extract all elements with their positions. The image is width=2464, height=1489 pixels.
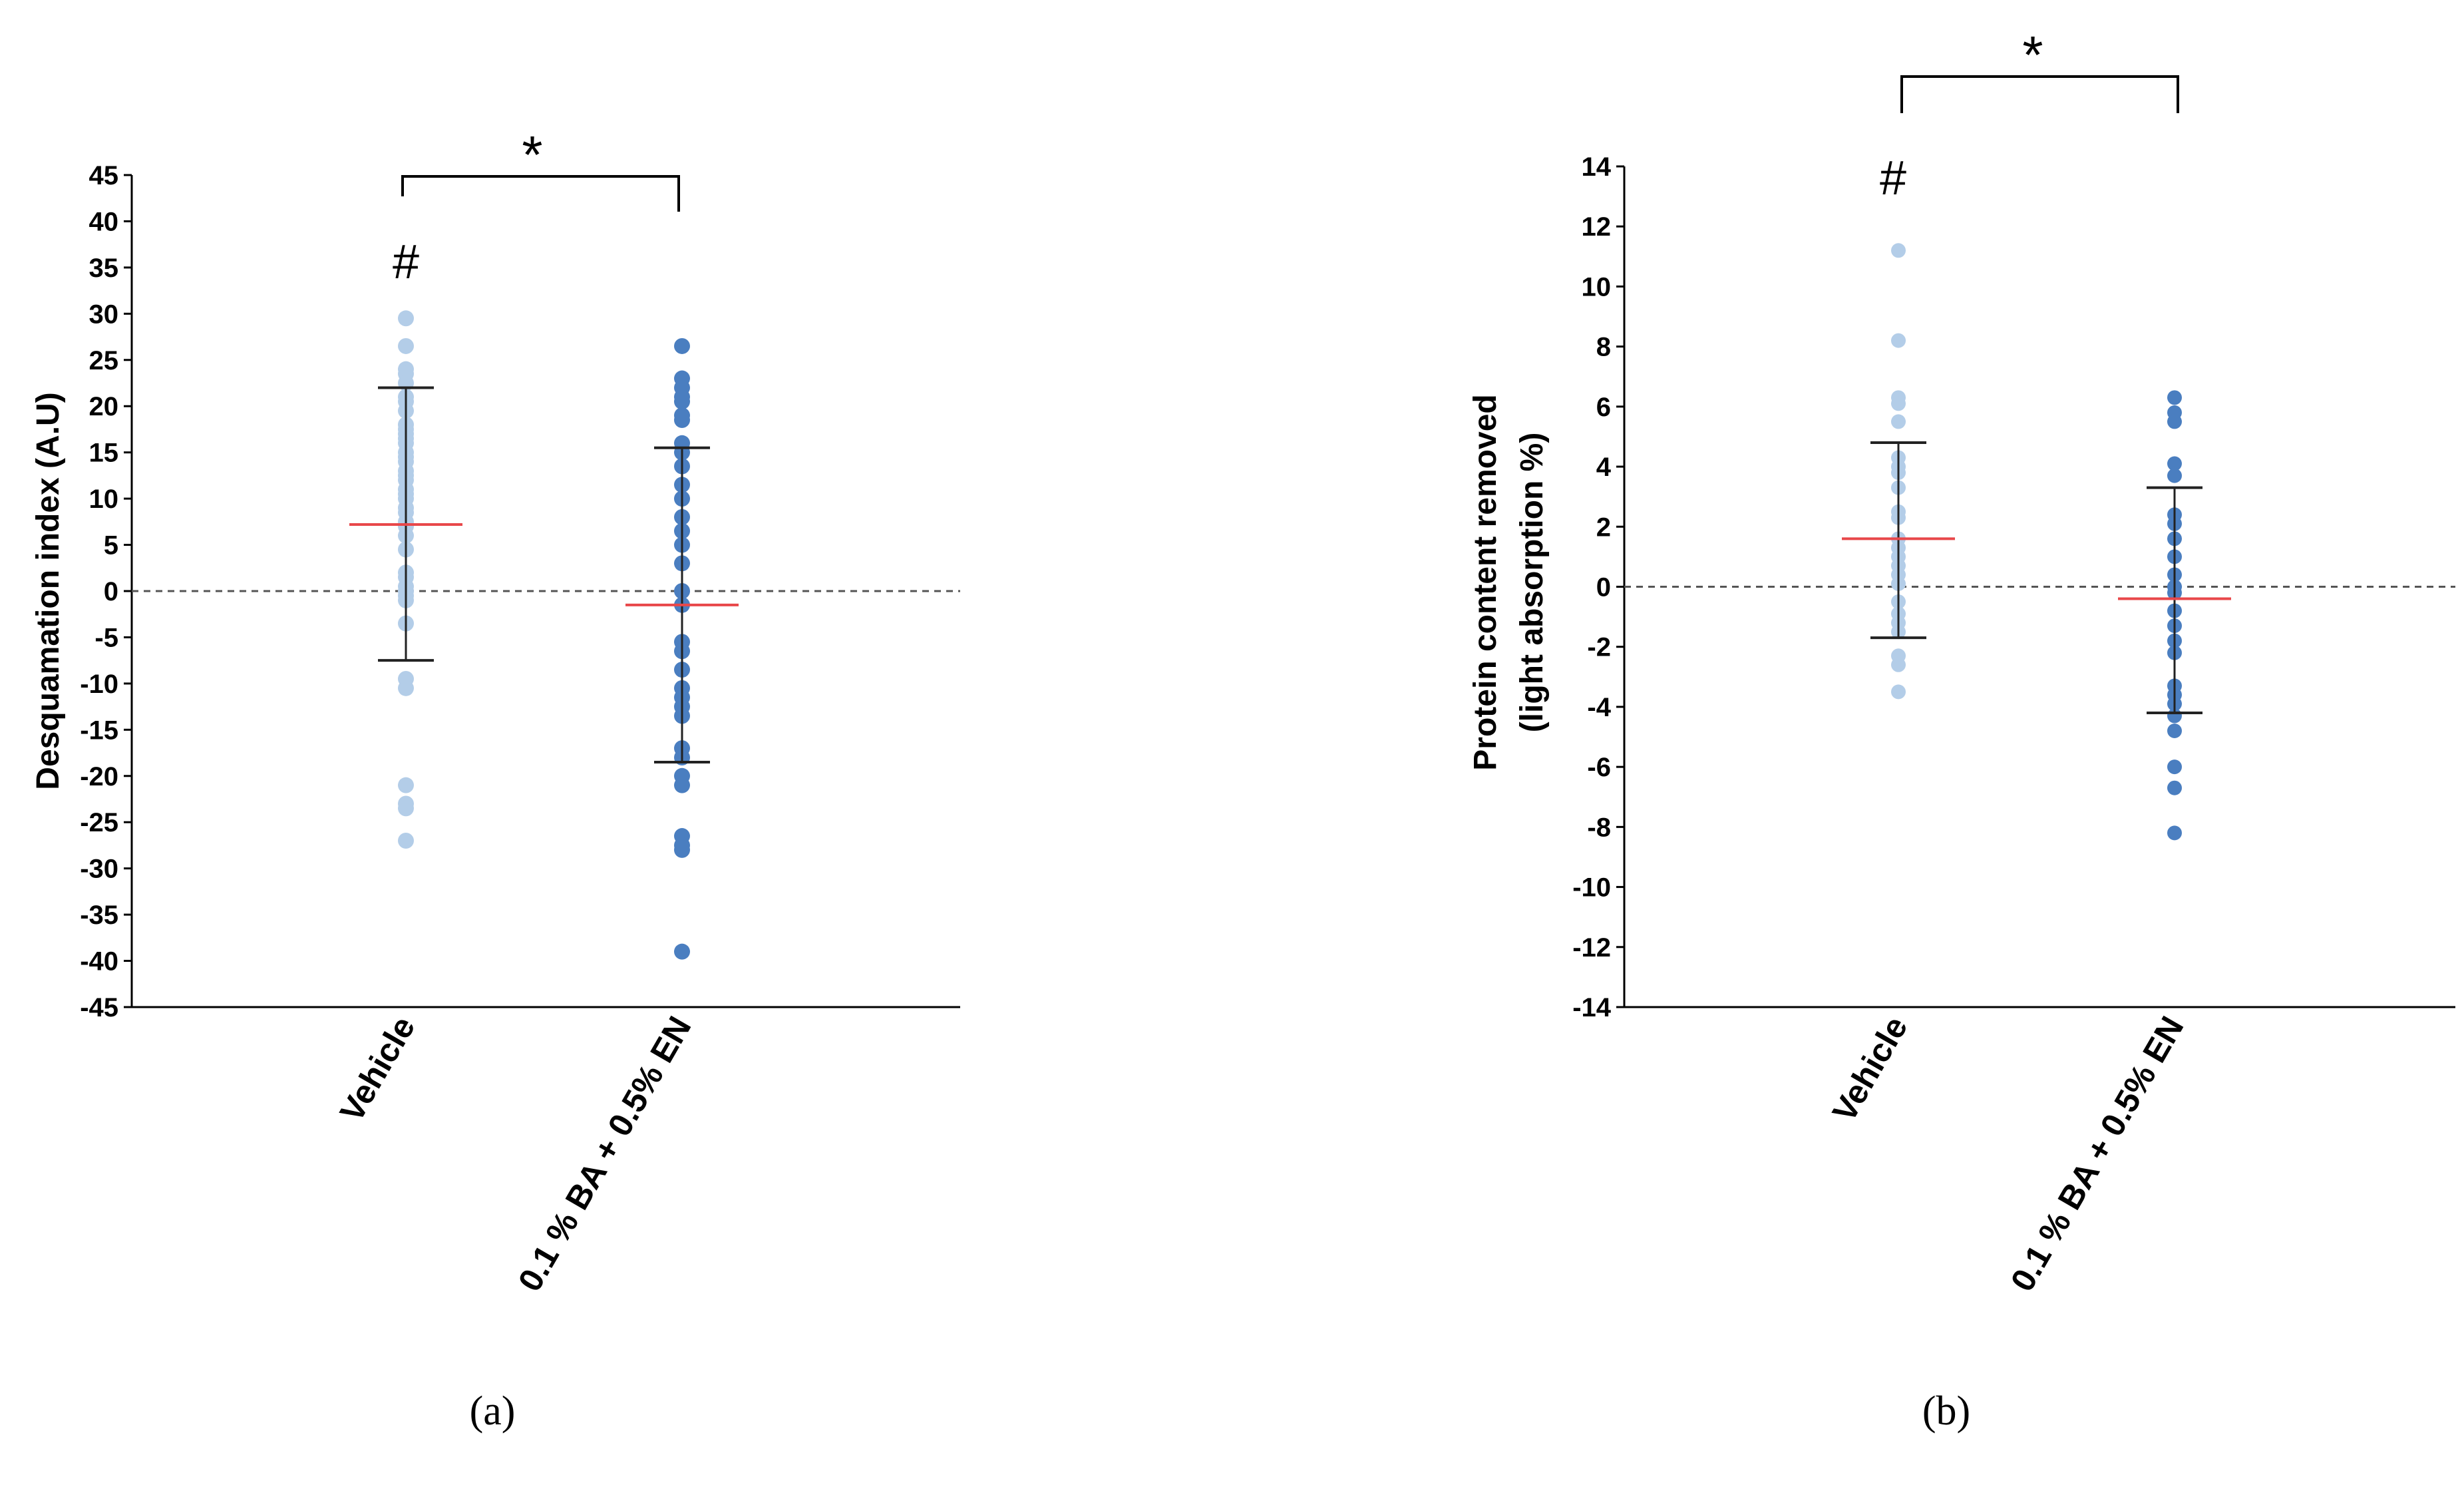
data-point xyxy=(398,833,414,849)
panel-a-category-vehicle: Vehicle xyxy=(333,1010,423,1128)
data-point xyxy=(1891,414,1906,429)
panel-a-label: (a) xyxy=(470,1388,516,1434)
y-tick-label: 2 xyxy=(1596,513,1611,542)
y-tick-label: 10 xyxy=(1582,272,1612,302)
y-tick-label: -2 xyxy=(1587,633,1611,662)
y-tick-label: -8 xyxy=(1587,813,1611,842)
panel-a-significance-bracket xyxy=(401,175,680,212)
panel-b-y-axis-label-line1: Protein content removed xyxy=(1468,394,1503,770)
data-point xyxy=(1891,657,1906,672)
y-tick-label: -45 xyxy=(80,993,118,1022)
data-point xyxy=(398,310,414,327)
data-point xyxy=(398,800,414,817)
y-tick-label: -35 xyxy=(80,901,118,930)
data-point xyxy=(674,777,690,793)
y-tick-label: 8 xyxy=(1596,333,1611,362)
data-point xyxy=(2167,390,2182,405)
data-point xyxy=(2167,414,2182,429)
data-point xyxy=(1891,333,1906,348)
panel-b-category-vehicle: Vehicle xyxy=(1825,1010,1915,1128)
panel-a-points xyxy=(398,310,690,960)
y-tick-label: -10 xyxy=(80,670,118,699)
y-tick-label: 10 xyxy=(89,485,119,514)
panel-b-points xyxy=(1891,243,2182,841)
panel-a-hash-marker: # xyxy=(393,236,419,289)
y-tick-label: -14 xyxy=(1572,993,1612,1022)
y-tick-label: -15 xyxy=(80,716,118,745)
data-point xyxy=(674,412,690,429)
y-tick-label: 40 xyxy=(89,207,119,236)
y-tick-label: -25 xyxy=(80,808,118,837)
panel-a-y-axis-label: Desquamation index (A.U) xyxy=(31,392,66,789)
data-point xyxy=(1891,243,1906,258)
y-tick-label: -6 xyxy=(1587,753,1611,782)
y-tick-label: -5 xyxy=(94,623,118,652)
y-tick-label: 6 xyxy=(1596,393,1611,422)
panel-a-y-ticks: 45 40 35 30 25 20 15 10 5 0 -5 -10 -15 -20 -25 -30 -35 -4… xyxy=(80,161,132,1022)
y-tick-label: 45 xyxy=(89,161,119,190)
data-point xyxy=(674,393,690,410)
y-tick-label: -40 xyxy=(80,947,118,976)
data-point xyxy=(674,841,690,858)
y-tick-label: 25 xyxy=(89,346,119,375)
data-point xyxy=(2167,724,2182,739)
data-point xyxy=(2167,825,2182,841)
panel-a-category-treatment: 0.1 % BA + 0.5% EN xyxy=(511,1010,699,1298)
y-tick-label: -30 xyxy=(80,855,118,884)
panel-b-stats xyxy=(1842,441,2231,714)
data-point xyxy=(1891,684,1906,700)
y-tick-label: 5 xyxy=(104,531,118,560)
data-point xyxy=(674,943,690,960)
y-tick-label: -12 xyxy=(1572,933,1611,962)
y-tick-label: 20 xyxy=(89,392,119,421)
data-point xyxy=(2167,759,2182,775)
panel-b-bracket-asterisk: * xyxy=(2022,25,2043,85)
panel-a-bracket-asterisk: * xyxy=(522,125,542,184)
data-point xyxy=(398,680,414,696)
panel-b-category-treatment: 0.1 % BA + 0.5% EN xyxy=(2004,1010,2191,1298)
panel-a-stats xyxy=(349,386,739,763)
y-tick-label: -4 xyxy=(1587,693,1611,722)
y-tick-label: 4 xyxy=(1596,453,1612,482)
panel-b-y-axis-label-line2: (light absorption %) xyxy=(1514,433,1550,733)
panel-b-label: (b) xyxy=(1922,1388,1970,1434)
y-tick-label: 0 xyxy=(104,577,118,606)
data-point xyxy=(2167,456,2182,471)
data-point xyxy=(2167,468,2182,483)
y-tick-label: 35 xyxy=(89,254,119,283)
data-point xyxy=(674,337,690,354)
data-point xyxy=(398,777,414,793)
panel-b: 14 12 10 8 6 4 2 0 -2 -4 -6 -8 -10 -12 -14 Protein con… xyxy=(1468,25,2455,1434)
data-point xyxy=(2167,780,2182,795)
data-point xyxy=(1891,396,1906,411)
panel-a: 45 40 35 30 25 20 15 10 5 0 -5 -10 -15 -20 -25 -30 -35 -4… xyxy=(31,125,960,1434)
y-tick-label: -20 xyxy=(80,762,118,791)
y-tick-label: 0 xyxy=(1596,573,1611,602)
panel-b-y-ticks: 14 12 10 8 6 4 2 0 -2 -4 -6 -8 -10 -12 -14 xyxy=(1572,152,1624,1022)
y-tick-label: -10 xyxy=(1572,873,1611,903)
y-tick-label: 30 xyxy=(89,300,119,329)
y-tick-label: 14 xyxy=(1582,152,1612,182)
y-tick-label: 12 xyxy=(1582,212,1612,242)
panel-b-significance-bracket xyxy=(1900,75,2179,113)
panel-b-hash-marker: # xyxy=(1880,152,1906,205)
y-tick-label: 15 xyxy=(89,439,119,468)
data-point xyxy=(398,337,414,354)
